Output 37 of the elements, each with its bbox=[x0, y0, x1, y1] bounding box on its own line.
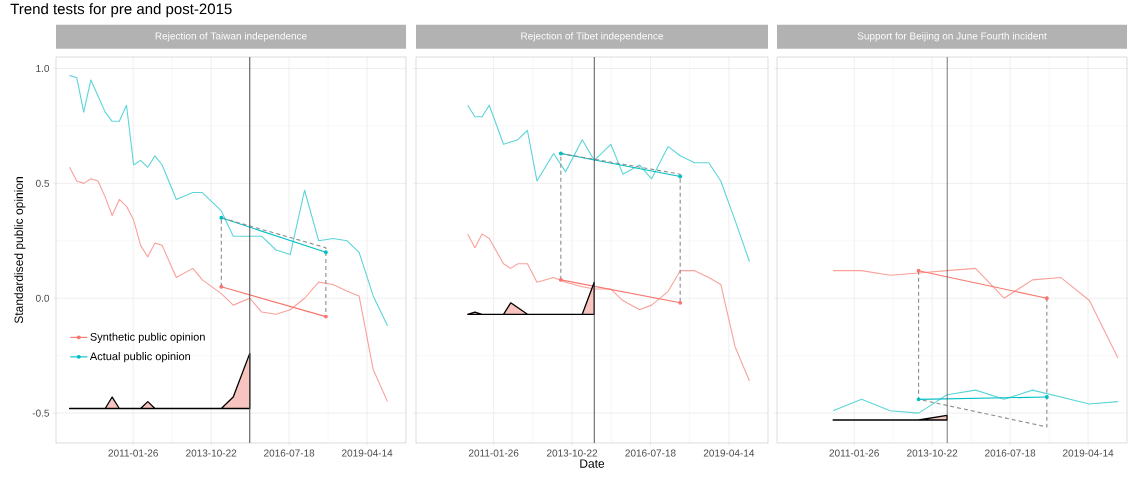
point bbox=[558, 277, 563, 282]
x-tick-label: 2016-07-18 bbox=[264, 449, 315, 457]
chart-title: Rejection of Taiwan independence bbox=[155, 32, 307, 42]
y-axis-title: Standardised public opinion bbox=[14, 177, 26, 324]
x-tick-label: 2013-10-22 bbox=[907, 449, 958, 457]
x-axis-title: Date bbox=[580, 459, 605, 468]
point bbox=[678, 300, 683, 305]
x-tick-label: 2016-07-18 bbox=[625, 449, 676, 457]
point bbox=[323, 250, 328, 255]
y-tick-label: 0.0 bbox=[35, 294, 50, 302]
x-tick-label: 2016-07-18 bbox=[985, 449, 1036, 457]
point bbox=[916, 397, 921, 402]
chart-title: Rejection of Tibet independence bbox=[521, 32, 664, 42]
line-series bbox=[69, 166, 389, 403]
x-tick-label: 2011-01-26 bbox=[468, 449, 519, 457]
x-tick-label: 2019-04-14 bbox=[703, 449, 755, 457]
point bbox=[678, 174, 683, 179]
point bbox=[1044, 296, 1049, 301]
y-tick-label: 1.0 bbox=[36, 64, 50, 73]
text: Trend tests for pre and post-2015 bbox=[10, 3, 232, 18]
point bbox=[558, 151, 563, 156]
point bbox=[219, 215, 224, 220]
y-tick-label: -0.5 bbox=[32, 409, 50, 417]
x-tick-label: 2011-01-26 bbox=[829, 449, 879, 457]
y-tick-label: 0.5 bbox=[35, 179, 50, 187]
x-tick-label: 2013-10-22 bbox=[546, 449, 598, 457]
x-tick-label: 2011-01-26 bbox=[108, 449, 158, 457]
chart-title: Support for Beijing on June Fourth incident bbox=[857, 32, 1047, 42]
point bbox=[1044, 395, 1049, 399]
x-tick-label: 2019-04-14 bbox=[1063, 449, 1114, 457]
legend-label: Actual public opinion bbox=[89, 352, 191, 363]
x-tick-label: 2019-04-14 bbox=[342, 449, 393, 457]
legend-label: Synthetic public opinion bbox=[90, 332, 205, 343]
point bbox=[219, 284, 224, 289]
point bbox=[916, 268, 921, 273]
x-tick-label: 2013-10-22 bbox=[186, 449, 237, 457]
point bbox=[323, 314, 328, 319]
